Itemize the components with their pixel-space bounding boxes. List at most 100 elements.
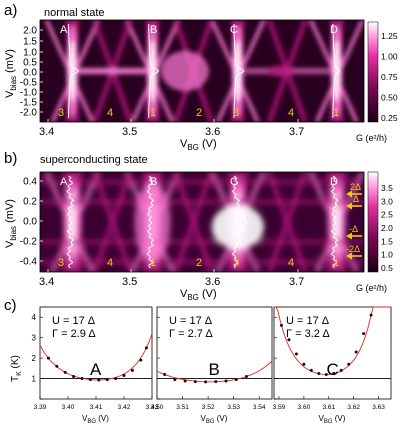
x-tick-label: 3.52 <box>202 404 215 411</box>
x-tick-label: 3.40 <box>62 404 75 411</box>
data-point <box>105 378 109 382</box>
y-tick-label: 0.2 <box>23 197 37 208</box>
data-point <box>332 371 336 375</box>
y-tick-label: -0.4 <box>20 257 38 268</box>
y-tick-label: -1.0 <box>20 88 38 99</box>
colorbar-tick-label: 0.5 <box>381 263 393 273</box>
x-tick-label: 3.7 <box>289 276 304 288</box>
x-tick-label: 3.5 <box>122 126 137 138</box>
tk-subplot-a: 4 3 2 1 3.39 3.40 3.41 3.42 3.43 U = 17 ΔΓ = 2.9 … <box>32 306 159 425</box>
data-point <box>122 373 126 377</box>
heatmap-blob <box>160 51 209 91</box>
peak-letter: C <box>230 176 238 188</box>
data-point <box>46 356 50 360</box>
data-point <box>97 378 101 382</box>
gap-arrowhead <box>346 190 352 198</box>
heatmap-diagonal <box>172 172 215 272</box>
peak-letter: D <box>330 24 338 36</box>
trace-curve <box>233 23 245 119</box>
gap-arrowhead <box>346 232 352 240</box>
trace-curve <box>146 175 155 269</box>
panel-a-title: normal state <box>44 7 105 19</box>
heatmap-blob <box>211 205 264 249</box>
param-gamma: Γ = 2.7 Δ <box>169 328 213 340</box>
heatmap-diagonal <box>91 172 134 272</box>
subplot-letter: A <box>90 360 102 379</box>
data-point <box>287 338 291 342</box>
colorbar-tick-label: 0.25 <box>381 113 398 123</box>
subplot-xlabel: VBG (V) <box>201 414 228 425</box>
data-point <box>173 378 177 382</box>
subplot-frame <box>273 306 392 400</box>
y-tick-label: 4 <box>32 313 37 322</box>
data-point <box>139 358 143 362</box>
panel-b-colorbar-label: G (e²/h) <box>356 283 387 293</box>
panel-b-letter: b) <box>4 150 17 167</box>
subplot-frame <box>156 306 273 400</box>
data-point <box>163 372 167 376</box>
colorbar-tick-label: 1.00 <box>381 52 398 62</box>
gap-band <box>40 199 364 205</box>
x-tick-label: 3.62 <box>347 404 360 411</box>
trace-curve <box>68 24 80 118</box>
x-tick-label: 3.53 <box>227 404 240 411</box>
param-gamma: Γ = 2.9 Δ <box>52 328 96 340</box>
x-tick-label: 3.4 <box>39 126 54 138</box>
xlabel-sub: BG <box>87 419 96 425</box>
charge-state-label: 3 <box>233 257 239 269</box>
y-tick-label: -0.2 <box>20 237 38 248</box>
heatmap-blob <box>266 65 295 77</box>
x-tick-label: 3.42 <box>118 404 131 411</box>
y-tick-label: -2.0 <box>20 108 38 119</box>
panel-a-ylabel: Vbias (mV) <box>4 49 18 98</box>
xlabel-sub: BG <box>324 419 333 425</box>
data-point <box>88 378 92 382</box>
charge-state-label: 3 <box>58 257 64 269</box>
colorbar-tick-label: 1.5 <box>381 236 393 246</box>
panel-b-colorbar <box>367 171 379 273</box>
panel-c-letter: c) <box>4 297 17 314</box>
data-point <box>204 380 208 384</box>
data-point <box>347 362 351 366</box>
y-tick-label: 0.0 <box>23 217 37 228</box>
xlabel-main: V <box>82 414 88 423</box>
gap-label: Δ <box>353 194 359 204</box>
gap-band <box>40 179 364 185</box>
peak-letter: A <box>60 176 68 188</box>
x-tick-label: 3.63 <box>372 404 385 411</box>
xlabel-unit: (V) <box>333 414 346 423</box>
data-point <box>302 362 306 366</box>
panel-b-ylabel: Vbias (mV) <box>4 199 18 248</box>
panel-a-frame <box>39 19 365 123</box>
data-point <box>279 323 283 327</box>
subplot-letter: C <box>327 360 339 379</box>
fit-curve <box>39 333 153 381</box>
peak-letter: C <box>230 24 238 36</box>
charge-state-label: 1 <box>150 257 156 269</box>
data-point <box>324 372 328 376</box>
colorbar-tick-label: 1.25 <box>381 31 398 41</box>
data-point <box>354 350 358 354</box>
y-tick-label: -0.5 <box>20 78 38 89</box>
peak-letter: D <box>330 176 338 188</box>
heatmap-resonance-core <box>149 40 156 102</box>
panel-b-heatmap <box>40 172 364 272</box>
charge-state-label: 4 <box>107 107 113 119</box>
colorbar-tick-label: 1.0 <box>381 250 393 260</box>
tk-subplot-c: 3.59 3.60 3.61 3.62 3.63 U = 17 ΔΓ = 3.2 Δ C VB… <box>273 306 392 425</box>
x-tick-label: 3.7 <box>289 126 304 138</box>
x-tick-label: 3.43 <box>146 404 159 411</box>
xlabel-unit: (V) <box>96 414 109 423</box>
peak-letter: B <box>150 176 157 188</box>
trace-curve <box>330 175 339 269</box>
trace-curve <box>332 23 341 119</box>
trace-curve <box>148 24 160 118</box>
data-point <box>369 313 373 317</box>
data-point <box>63 370 67 374</box>
gap-label: -2Δ <box>346 244 360 254</box>
charge-state-label: 2 <box>196 107 202 119</box>
x-tick-label: 3.61 <box>322 404 335 411</box>
panel-a-xlabel: VBG (V) <box>180 138 217 152</box>
panel-c: c) TK (K) 4 3 2 1 3.39 3.40 3.41 3.42 3.43 U = 17… <box>4 297 392 425</box>
xlabel-main: V <box>319 414 325 423</box>
